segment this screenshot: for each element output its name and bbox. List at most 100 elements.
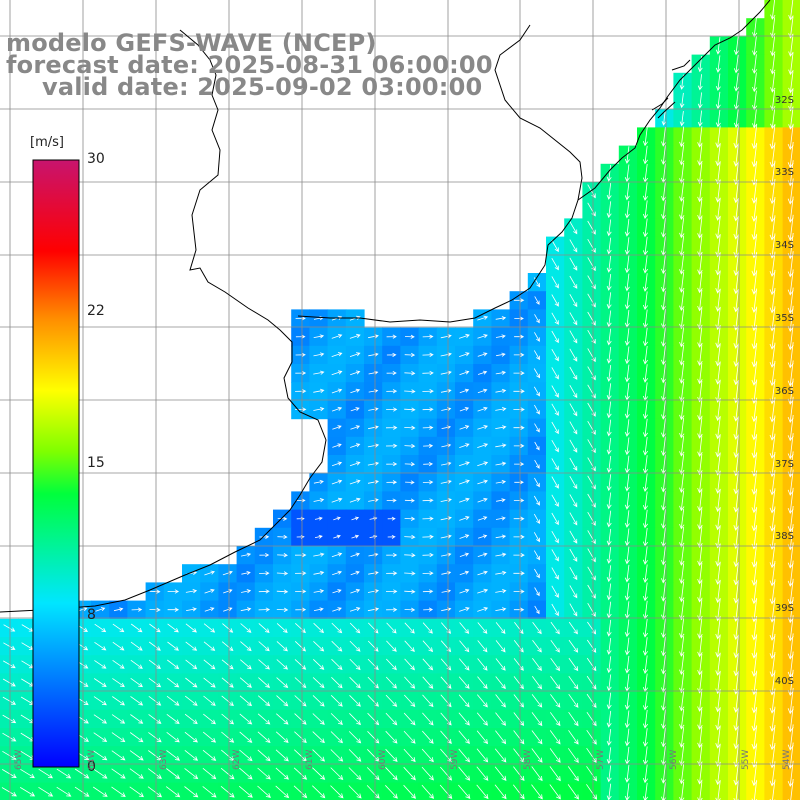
wind-arrow xyxy=(3,624,16,632)
wind-arrow xyxy=(422,694,434,708)
wind-arrow xyxy=(422,425,434,430)
lat-label-32s: 32S xyxy=(774,95,794,106)
wind-arrow xyxy=(751,488,758,514)
wind-arrow xyxy=(787,123,794,151)
wind-arrow xyxy=(606,710,612,728)
wind-arrow xyxy=(313,607,324,612)
wind-arrow xyxy=(624,637,630,656)
wind-arrow xyxy=(422,352,434,357)
wind-arrow xyxy=(513,498,525,503)
wind-arrow xyxy=(220,767,235,780)
wind-arrow xyxy=(147,768,162,779)
lon-label-65w: 65W xyxy=(14,749,24,770)
wind-arrow xyxy=(715,271,721,294)
wind-arrow xyxy=(624,655,630,674)
wind-arrow xyxy=(661,254,667,275)
wind-cell xyxy=(54,782,74,800)
wind-arrow xyxy=(3,660,16,669)
wind-arrow xyxy=(533,350,540,361)
wind-arrow xyxy=(386,658,397,671)
wind-arrow xyxy=(312,713,325,725)
wind-arrow xyxy=(551,239,559,253)
wind-arrow xyxy=(56,768,72,779)
wind-arrow xyxy=(241,571,251,576)
wind-arrow xyxy=(514,622,524,635)
wind-arrow xyxy=(697,581,703,603)
wind-arrow xyxy=(679,708,685,730)
wind-arrow xyxy=(624,182,630,201)
wind-arrow xyxy=(751,543,758,568)
wind-arrow xyxy=(606,747,612,765)
wind-arrow xyxy=(477,406,488,412)
wind-arrow xyxy=(167,589,180,594)
wind-arrow xyxy=(239,767,253,780)
wind-arrow xyxy=(715,689,721,713)
wind-arrow xyxy=(551,348,559,362)
wind-arrow xyxy=(276,607,289,612)
wind-arrow xyxy=(679,472,685,494)
wind-arrow xyxy=(367,589,380,594)
wind-arrow xyxy=(513,425,525,430)
wind-arrow xyxy=(131,607,143,612)
wind-arrow xyxy=(606,583,612,601)
wind-arrow xyxy=(440,516,452,521)
wind-arrow xyxy=(679,727,685,748)
wind-arrow xyxy=(642,582,649,602)
wind-arrow xyxy=(569,257,578,271)
wind-arrow xyxy=(202,731,217,743)
wind-arrow xyxy=(661,509,667,529)
wind-arrow xyxy=(477,370,488,375)
wind-arrow xyxy=(787,196,794,223)
wind-arrow xyxy=(387,534,396,539)
wind-arrow xyxy=(787,633,794,660)
wind-arrow xyxy=(313,552,325,557)
wind-arrow xyxy=(258,641,270,652)
wind-arrow xyxy=(331,388,343,394)
wind-arrow xyxy=(787,615,794,642)
wind-arrow xyxy=(276,571,289,576)
wind-arrow xyxy=(788,71,794,94)
lon-label-63w: 63W xyxy=(159,749,169,770)
wind-arrow xyxy=(349,695,361,707)
wind-arrow xyxy=(350,407,360,412)
wind-arrow xyxy=(166,768,181,780)
wind-arrow xyxy=(697,162,703,185)
wind-arrow xyxy=(661,218,667,238)
lon-label-61w: 61W xyxy=(305,749,315,770)
wind-arrow xyxy=(348,731,362,744)
wind-arrow xyxy=(551,330,559,344)
wind-arrow xyxy=(368,407,379,412)
coastline-path xyxy=(651,59,691,119)
wind-arrow xyxy=(733,161,740,186)
wind-arrow xyxy=(661,545,667,566)
wind-arrow xyxy=(661,309,667,329)
wind-arrow xyxy=(440,748,452,763)
wind-arrow xyxy=(733,580,740,604)
wind-arrow xyxy=(349,622,361,634)
wind-arrow xyxy=(787,323,794,351)
wind-arrow xyxy=(293,785,308,799)
wind-arrow xyxy=(258,589,270,594)
wind-cell xyxy=(291,782,310,800)
wind-arrow xyxy=(458,712,470,726)
colorbar-tick-0: 0 xyxy=(87,759,96,775)
wind-arrow xyxy=(679,545,685,566)
wind-arrow xyxy=(752,17,758,38)
wind-arrow xyxy=(624,200,630,219)
wind-arrow xyxy=(606,456,612,473)
wind-arrow xyxy=(276,677,289,688)
wind-arrow xyxy=(751,470,758,495)
wind-arrow xyxy=(19,787,36,797)
wind-arrow xyxy=(751,361,758,386)
wind-arrow xyxy=(440,388,452,394)
wind-arrow xyxy=(679,272,685,293)
wind-arrow xyxy=(534,404,540,415)
wind-arrow xyxy=(512,784,525,800)
wind-arrow xyxy=(624,783,630,800)
wind-arrow xyxy=(733,689,740,713)
wind-arrow xyxy=(459,388,470,394)
wind-arrow xyxy=(679,508,685,530)
wind-arrow xyxy=(733,325,740,349)
wind-arrow xyxy=(95,607,106,612)
wind-arrow xyxy=(368,425,379,430)
